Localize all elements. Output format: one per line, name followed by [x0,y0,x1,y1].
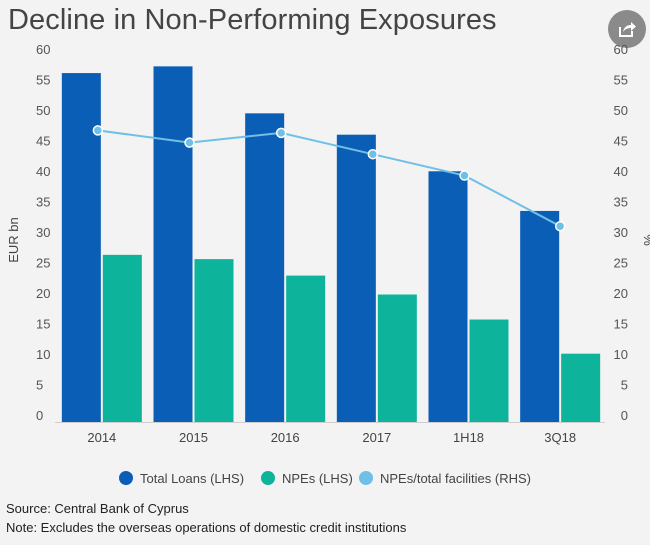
y-tick-label: 55 [36,73,50,88]
y2-tick-label: 10 [614,347,628,362]
y2-tick-label: 40 [614,164,628,179]
y-tick-label: 5 [36,378,43,393]
line-point-npe-ratio [554,220,566,232]
y2-tick-label: 30 [614,225,628,240]
y-tick-label: 0 [36,408,43,423]
bar-total-loans [245,113,285,422]
y-tick-label: 40 [36,164,50,179]
bar-npes [286,275,326,422]
y-tick-label: 45 [36,134,50,149]
y-tick-label: 35 [36,195,50,210]
y-tick-label: 10 [36,347,50,362]
y-tick-label: 50 [36,103,50,118]
source-note: Source: Central Bank of Cyprus [6,501,189,516]
chart-title: Decline in Non-Performing Exposures [8,4,497,36]
legend-swatch [119,471,133,485]
y2-tick-label: 50 [614,103,628,118]
x-tick-label: 2016 [271,430,300,445]
chart: 0 5 10 15 20 25 30 35 40 45 50 55 60 0 5 10 15 20 25 30 35 40… [6,42,650,486]
bar-npes [469,319,509,422]
line-npe-ratio [97,129,561,228]
line-point-npe-ratio [92,125,104,136]
bar-npes [377,294,417,422]
y2-tick-label: 35 [614,195,628,210]
legend-label: Total Loans (LHS) [140,471,244,486]
share-button[interactable] [608,10,646,48]
bar-npes [194,259,234,422]
x-tick-label: 3Q18 [544,430,576,445]
y2-tick-label: 55 [614,73,628,88]
y-tick-label: 60 [36,42,50,57]
y2-tick-label: 25 [614,256,628,271]
y2-tick-label: 5 [621,378,628,393]
legend-label: NPEs (LHS) [282,471,353,486]
line-point-npe-ratio [367,148,379,160]
y2-tick-label: 15 [614,317,628,332]
footnote: Note: Excludes the overseas operations o… [6,520,407,535]
line-point-npe-ratio [184,137,195,148]
y2-axis-title: % [641,234,650,246]
y2-tick-label: 45 [614,134,628,149]
bar-total-loans [61,73,101,422]
legend-swatch [359,471,373,485]
y2-tick-label: 60 [614,42,628,57]
legend-swatch [261,471,275,485]
bar-total-loans [520,210,560,422]
bar-total-loans [153,66,193,423]
bar-total-loans [336,134,376,422]
y-tick-label: 25 [36,256,50,271]
y2-tick-label: 0 [621,408,628,423]
legend-label: NPEs/total facilities (RHS) [380,471,531,486]
y-tick-label: 30 [36,225,50,240]
x-tick-label: 2017 [362,430,391,445]
y-tick-label: 15 [36,317,50,332]
bar-npes [102,254,142,422]
x-tick-label: 1H18 [453,430,484,445]
line-point-npe-ratio [459,170,470,181]
y-tick-label: 20 [36,286,50,301]
y-axis-title: EUR bn [6,217,21,263]
share-icon [619,22,636,37]
x-tick-label: 2014 [87,430,116,445]
y2-tick-label: 20 [614,286,628,301]
line-point-npe-ratio [275,127,287,139]
bar-total-loans [428,171,468,422]
bar-npes [561,353,601,422]
x-tick-label: 2015 [179,430,208,445]
